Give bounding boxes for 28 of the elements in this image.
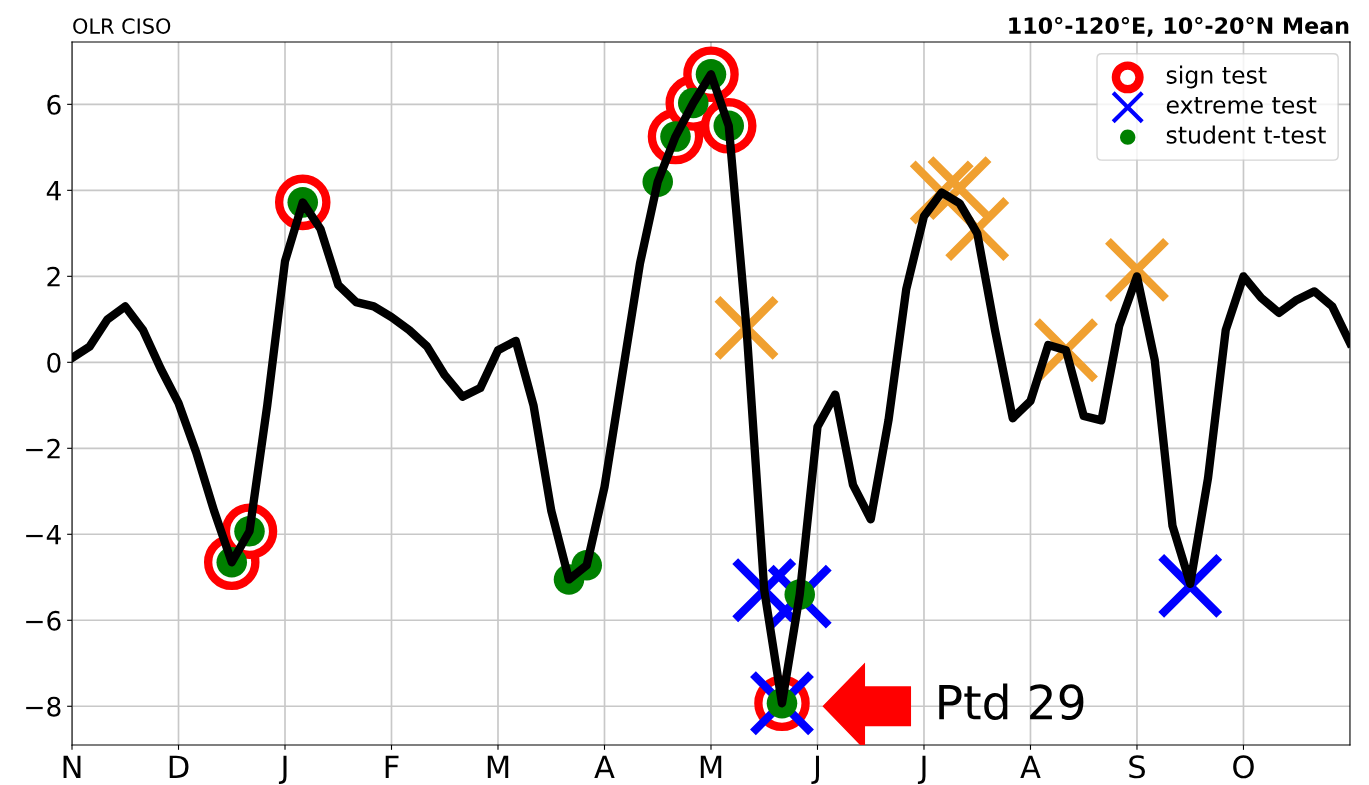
y-tick-label: 4 — [46, 181, 61, 201]
y-tick-label: −6 — [26, 610, 61, 631]
chart-subtitle: 110°-120°E, 10°-20°N Mean — [1009, 17, 1349, 37]
x-tick-label: N — [63, 755, 81, 778]
y-tick-label: 6 — [47, 94, 61, 115]
x-tick-label: A — [1020, 755, 1041, 778]
y-tick-label: 2 — [47, 266, 60, 287]
x-tick-label: M — [487, 755, 509, 778]
y-tick-label: 0 — [47, 352, 61, 373]
x-tick-label: D — [169, 755, 189, 778]
chart-title: OLR CISO — [73, 18, 171, 34]
legend-label: extreme test — [1166, 96, 1317, 114]
point — [1158, 553, 1223, 618]
point — [1105, 237, 1169, 302]
y-tick-label: −2 — [26, 438, 60, 459]
x-tick-label: J — [811, 755, 819, 785]
x-tick-label: O — [1233, 755, 1254, 779]
legend-label: student t-test — [1166, 125, 1326, 144]
x-tick-label: S — [1129, 755, 1145, 779]
x-tick-label: F — [385, 755, 399, 778]
x-tick-label: M — [700, 755, 722, 778]
x-tick-label: J — [917, 755, 926, 785]
legend-label: sign test — [1166, 65, 1267, 89]
y-tick-label: −4 — [26, 525, 61, 545]
x-tick-label: J — [278, 755, 287, 785]
x-tick-label: A — [594, 755, 615, 778]
annotation: Ptd 29 — [939, 683, 1084, 720]
y-tick-label: −8 — [26, 696, 61, 717]
